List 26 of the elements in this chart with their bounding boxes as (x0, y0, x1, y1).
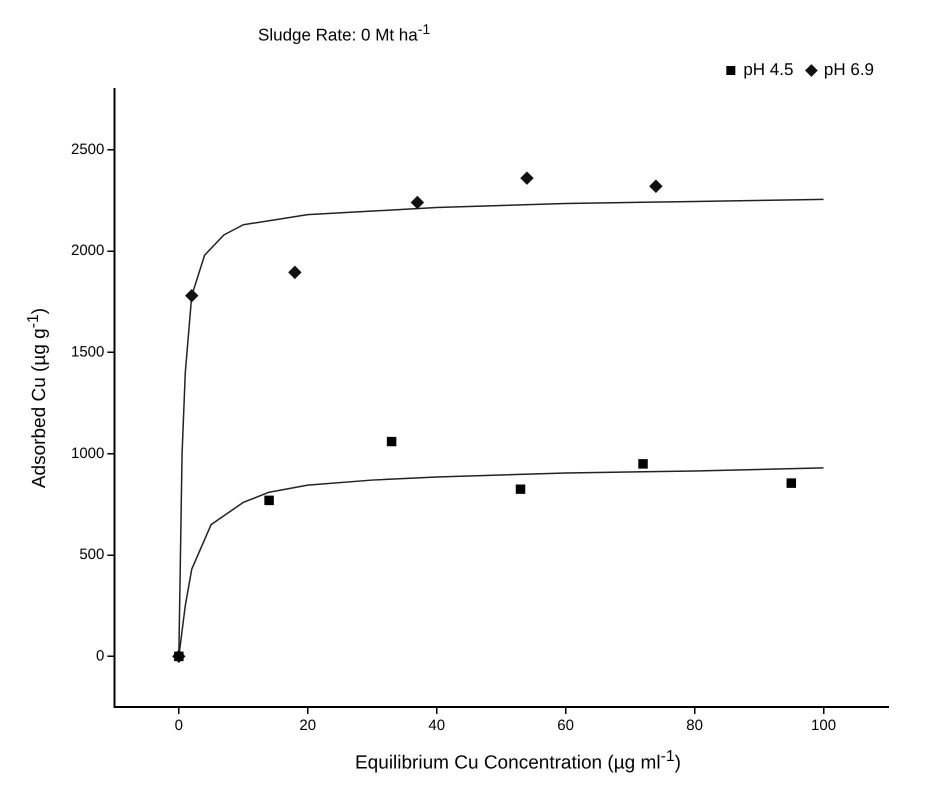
x-tick-label: 0 (174, 717, 184, 734)
point (410, 196, 424, 209)
point (638, 459, 648, 469)
y-tick-label: 1000 (70, 444, 104, 462)
y-tick-label: 2500 (70, 140, 104, 158)
x-tick-label: 60 (557, 717, 574, 734)
y-tick-label: 1500 (70, 344, 104, 361)
point (288, 266, 302, 279)
x-tick-label: 100 (811, 717, 836, 734)
chart-title: Sludge Rate: 0 Mt ha$^{-1}$ (258, 22, 430, 46)
point (516, 484, 526, 494)
legend-label: pH 4.5 (743, 60, 794, 80)
point (386, 436, 396, 446)
x-tick-label: 40 (428, 717, 446, 734)
legend-label: pH 6.9 (824, 60, 874, 80)
point (264, 496, 274, 506)
y-tick-label: 500 (79, 546, 104, 564)
y-tick-label: 2000 (70, 242, 104, 260)
point (786, 478, 796, 488)
point (649, 180, 662, 193)
point (520, 172, 534, 185)
point (185, 289, 198, 302)
x-tick-label: 80 (686, 717, 703, 734)
y-tick-label: 0 (96, 647, 104, 664)
x-axis-title: Equilibrium Cu Concentration (µg ml$^{-1}$) (355, 748, 681, 774)
x-tick-label: 20 (299, 717, 316, 734)
